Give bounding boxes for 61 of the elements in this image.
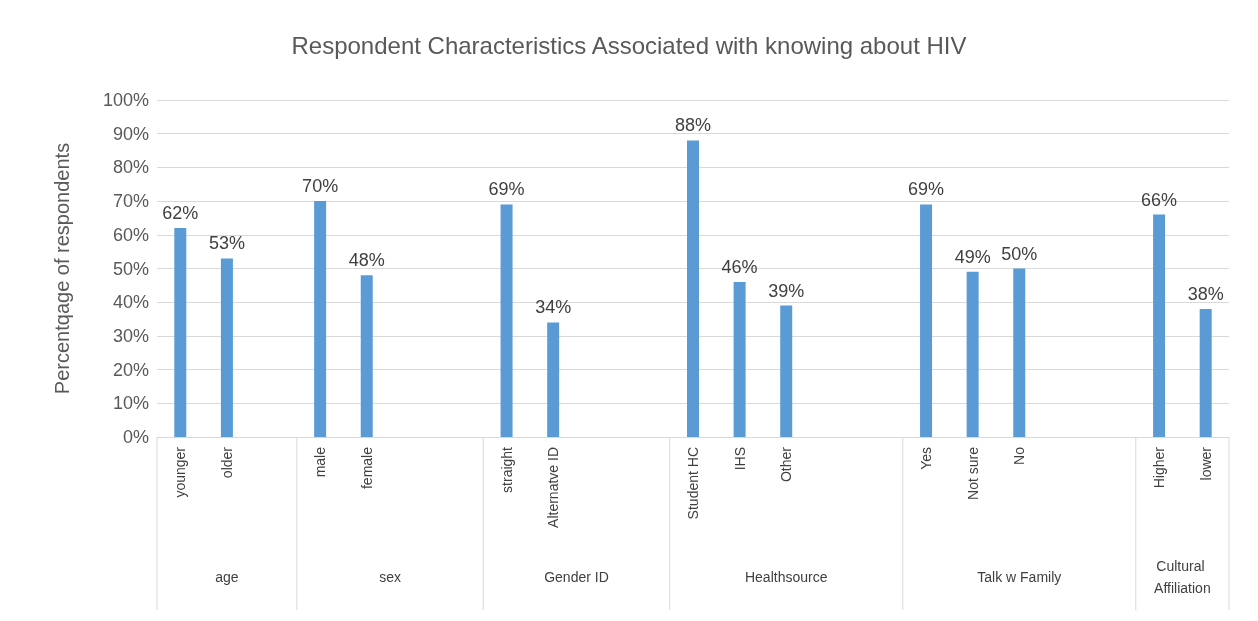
x-tick-label: No — [1011, 446, 1028, 465]
data-label: 46% — [721, 256, 758, 277]
text: Gender ID — [544, 569, 609, 585]
y-tick-label: 30% — [112, 325, 149, 346]
text: Healthsource — [744, 569, 828, 585]
y-tick-label: 60% — [112, 224, 149, 245]
data-label: 88% — [674, 115, 712, 136]
text: age — [215, 569, 239, 585]
y-tick-label: 20% — [112, 359, 149, 380]
x-tick-label: female — [358, 446, 375, 490]
y-tick-label: 0% — [122, 427, 149, 447]
bar — [500, 204, 513, 437]
text: sex — [379, 569, 401, 585]
y-tick-label: 10% — [112, 393, 149, 414]
y-tick-label: 40% — [112, 292, 149, 313]
x-tick-label: Yes — [918, 447, 935, 470]
bar — [733, 281, 746, 437]
x-tick-label: younger — [172, 446, 189, 498]
chart-title: Respondent Characteristics Associated with knowing about HIV — [291, 31, 967, 59]
data-label: 38% — [1187, 283, 1224, 304]
bar — [174, 228, 187, 437]
x-tick-label: Alternatve ID — [545, 447, 562, 528]
y-tick-label: 70% — [112, 191, 149, 212]
x-tick-label: Student HC — [685, 447, 701, 520]
data-label: 48% — [348, 250, 385, 271]
bar — [1153, 214, 1166, 437]
x-tick-label: Other — [778, 446, 795, 483]
x-tick-label: IHS — [731, 447, 748, 471]
x-tick-label: Higher — [1151, 446, 1168, 489]
data-label: 69% — [908, 179, 945, 200]
bar — [360, 275, 373, 437]
x-tick-label: male — [312, 446, 329, 478]
bar — [687, 140, 699, 437]
y-tick-label: 80% — [112, 157, 149, 178]
data-label: 62% — [162, 203, 199, 224]
bar — [547, 322, 560, 437]
x-tick-label: older — [218, 446, 235, 479]
text: Talk w Family — [977, 569, 1062, 585]
y-tick-label: 50% — [112, 258, 149, 279]
bar — [920, 204, 933, 437]
bar — [966, 271, 979, 437]
bar — [780, 305, 793, 437]
y-tick-label: 90% — [112, 123, 149, 144]
bar — [1013, 268, 1026, 437]
bar — [1199, 308, 1212, 437]
data-label: 34% — [535, 297, 572, 318]
data-label: 66% — [1141, 189, 1178, 210]
x-tick-label: Not sure — [964, 446, 981, 500]
data-label: 53% — [208, 233, 245, 254]
y-axis-title: Percentqage of respondents — [51, 142, 73, 395]
x-tick-label: lower — [1197, 446, 1214, 481]
data-label: 39% — [768, 280, 805, 301]
text: Cultural Affiliation — [1154, 558, 1211, 596]
data-label: 69% — [488, 179, 525, 200]
bar — [220, 258, 233, 437]
y-tick-label: 100% — [102, 90, 149, 110]
bar — [314, 201, 327, 437]
data-label: 49% — [954, 246, 991, 267]
x-tick-label: straight — [498, 446, 515, 493]
data-label: 50% — [1001, 243, 1038, 264]
data-label: 70% — [302, 176, 339, 197]
